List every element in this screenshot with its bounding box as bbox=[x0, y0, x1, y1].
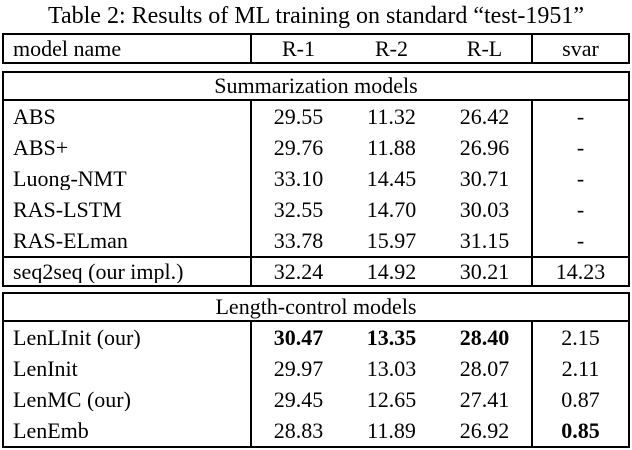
rl-value: 26.42 bbox=[459, 103, 510, 129]
length-control-models-block: Length-control models LenLInit (our) 30.… bbox=[2, 292, 630, 448]
svar-value: - bbox=[576, 103, 585, 129]
rl-value: 31.15 bbox=[459, 227, 510, 253]
model-name-cell: LenInit bbox=[13, 357, 78, 380]
r2-value: 14.45 bbox=[366, 165, 417, 191]
r1-value: 32.55 bbox=[273, 196, 324, 222]
table-row-abs-plus: ABS+ 29.76 11.88 26.96 - bbox=[4, 132, 628, 163]
svar-value: - bbox=[576, 227, 585, 253]
r1-value: 33.78 bbox=[273, 227, 324, 253]
rouge-cells: 33.10 14.45 30.71 bbox=[250, 163, 533, 194]
table-row-lenmc: LenMC (our) 29.45 12.65 27.41 0.87 bbox=[4, 384, 628, 415]
r1-value: 29.97 bbox=[273, 355, 324, 381]
table-caption: Table 2: Results of ML training on stand… bbox=[48, 3, 584, 29]
r1-value: 32.24 bbox=[273, 258, 324, 284]
rouge-cells: 32.55 14.70 30.03 bbox=[250, 194, 533, 225]
r2-value: 15.97 bbox=[366, 227, 417, 253]
table-row-leninit: LenInit 29.97 13.03 28.07 2.11 bbox=[4, 353, 628, 384]
column-header-rouge-group: R-1 R-2 R-L bbox=[250, 35, 533, 62]
r1-value: 28.83 bbox=[273, 417, 324, 443]
rouge-cells: 29.97 13.03 28.07 bbox=[250, 353, 533, 384]
rl-value: 28.07 bbox=[459, 355, 510, 381]
rl-value: 30.21 bbox=[459, 258, 510, 284]
table-row-ras-elman: RAS-ELman 33.78 15.97 31.15 - bbox=[4, 225, 628, 256]
rl-value: 26.92 bbox=[459, 417, 510, 443]
model-name-cell: LenMC (our) bbox=[13, 388, 131, 411]
table-row-seq2seq: seq2seq (our impl.) 32.24 14.92 30.21 14… bbox=[4, 256, 628, 285]
r2-value: 11.88 bbox=[367, 134, 416, 160]
svar-value: 0.87 bbox=[561, 386, 600, 412]
rl-value: 30.71 bbox=[459, 165, 510, 191]
model-name-cell: RAS-LSTM bbox=[13, 198, 122, 221]
model-name-cell: RAS-ELman bbox=[13, 229, 128, 252]
table-header-block: model name R-1 R-2 R-L svar bbox=[2, 33, 630, 64]
table-header-row: model name R-1 R-2 R-L svar bbox=[4, 35, 628, 62]
r2-value: 13.03 bbox=[366, 355, 417, 381]
svar-value: - bbox=[576, 196, 585, 222]
table-row-luong-nmt: Luong-NMT 33.10 14.45 30.71 - bbox=[4, 163, 628, 194]
section-header-length-control: Length-control models bbox=[4, 294, 628, 322]
rl-value: 26.96 bbox=[459, 134, 510, 160]
r2-value: 13.35 bbox=[366, 324, 417, 350]
r2-value: 12.65 bbox=[366, 386, 417, 412]
rouge-cells: 28.83 11.89 26.92 bbox=[250, 415, 533, 446]
r2-value: 11.89 bbox=[367, 417, 416, 443]
rouge-cells: 29.76 11.88 26.96 bbox=[250, 132, 533, 163]
section-header-summarization: Summarization models bbox=[4, 73, 628, 101]
column-header-r1: R-1 bbox=[282, 35, 315, 61]
model-name-cell: ABS+ bbox=[13, 136, 69, 159]
column-header-svar: svar bbox=[562, 35, 599, 61]
r2-value: 14.92 bbox=[366, 258, 417, 284]
model-name-cell: LenEmb bbox=[13, 419, 89, 442]
r1-value: 30.47 bbox=[273, 324, 324, 350]
table-row-lenlinit: LenLInit (our) 30.47 13.35 28.40 2.15 bbox=[4, 322, 628, 353]
r1-value: 29.55 bbox=[273, 103, 324, 129]
column-header-rl: R-L bbox=[466, 35, 503, 61]
table-row-lenemb: LenEmb 28.83 11.89 26.92 0.85 bbox=[4, 415, 628, 446]
svar-value: 0.85 bbox=[561, 417, 600, 443]
rl-value: 27.41 bbox=[459, 386, 510, 412]
model-name-cell: Luong-NMT bbox=[13, 167, 127, 190]
rl-value: 30.03 bbox=[459, 196, 510, 222]
r1-value: 29.45 bbox=[273, 386, 324, 412]
rouge-cells: 29.55 11.32 26.42 bbox=[250, 101, 533, 132]
column-header-model-name: model name bbox=[13, 37, 122, 60]
model-name-cell: ABS bbox=[13, 105, 56, 128]
rl-value: 28.40 bbox=[459, 324, 510, 350]
column-header-r2: R-2 bbox=[375, 35, 408, 61]
rouge-cells: 32.24 14.92 30.21 bbox=[250, 258, 533, 285]
r1-value: 33.10 bbox=[273, 165, 324, 191]
svar-value: 2.15 bbox=[561, 324, 600, 350]
rouge-cells: 30.47 13.35 28.40 bbox=[250, 322, 533, 353]
table-row-abs: ABS 29.55 11.32 26.42 - bbox=[4, 101, 628, 132]
r1-value: 29.76 bbox=[273, 134, 324, 160]
svar-value: 2.11 bbox=[561, 355, 600, 381]
rouge-cells: 33.78 15.97 31.15 bbox=[250, 225, 533, 256]
model-name-cell: LenLInit (our) bbox=[13, 326, 141, 349]
table-row-ras-lstm: RAS-LSTM 32.55 14.70 30.03 - bbox=[4, 194, 628, 225]
r2-value: 14.70 bbox=[366, 196, 417, 222]
model-name-cell: seq2seq (our impl.) bbox=[13, 260, 184, 283]
rouge-cells: 29.45 12.65 27.41 bbox=[250, 384, 533, 415]
svar-value: - bbox=[576, 165, 585, 191]
r2-value: 11.32 bbox=[367, 103, 416, 129]
svar-value: 14.23 bbox=[555, 258, 606, 284]
summarization-models-block: Summarization models ABS 29.55 11.32 26.… bbox=[2, 71, 630, 287]
svar-value: - bbox=[576, 134, 585, 160]
